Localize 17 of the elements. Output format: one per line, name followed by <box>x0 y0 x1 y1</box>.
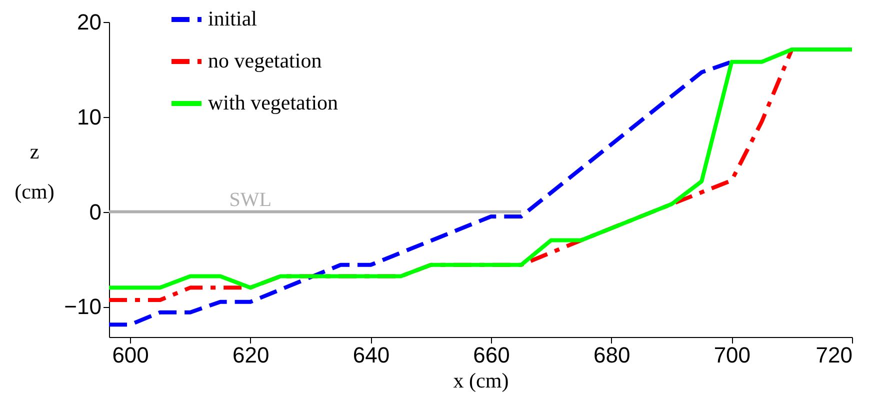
x-tick-label: 700 <box>714 342 751 368</box>
annotation: SWL <box>229 188 272 211</box>
x-axis-title: x (cm) <box>453 368 509 392</box>
x-tick-label: 600 <box>112 342 149 368</box>
y-axis-title: z (cm) <box>14 140 54 204</box>
y-tick-label: −10 <box>64 294 102 320</box>
x-tick-label: 640 <box>352 342 390 368</box>
legend-label: with vegetation <box>208 90 339 114</box>
x-tick-label: 620 <box>232 342 270 368</box>
x-tick-label: 680 <box>593 342 630 368</box>
legend-label: initial <box>208 6 258 30</box>
legend-label: no vegetation <box>208 48 322 72</box>
y-tick-label: 10 <box>77 104 102 130</box>
y-tick-label: 20 <box>77 10 102 34</box>
x-tick-label: 660 <box>473 342 510 368</box>
x-tick-label: 720 <box>816 342 852 368</box>
y-tick-label: 0 <box>89 199 102 224</box>
